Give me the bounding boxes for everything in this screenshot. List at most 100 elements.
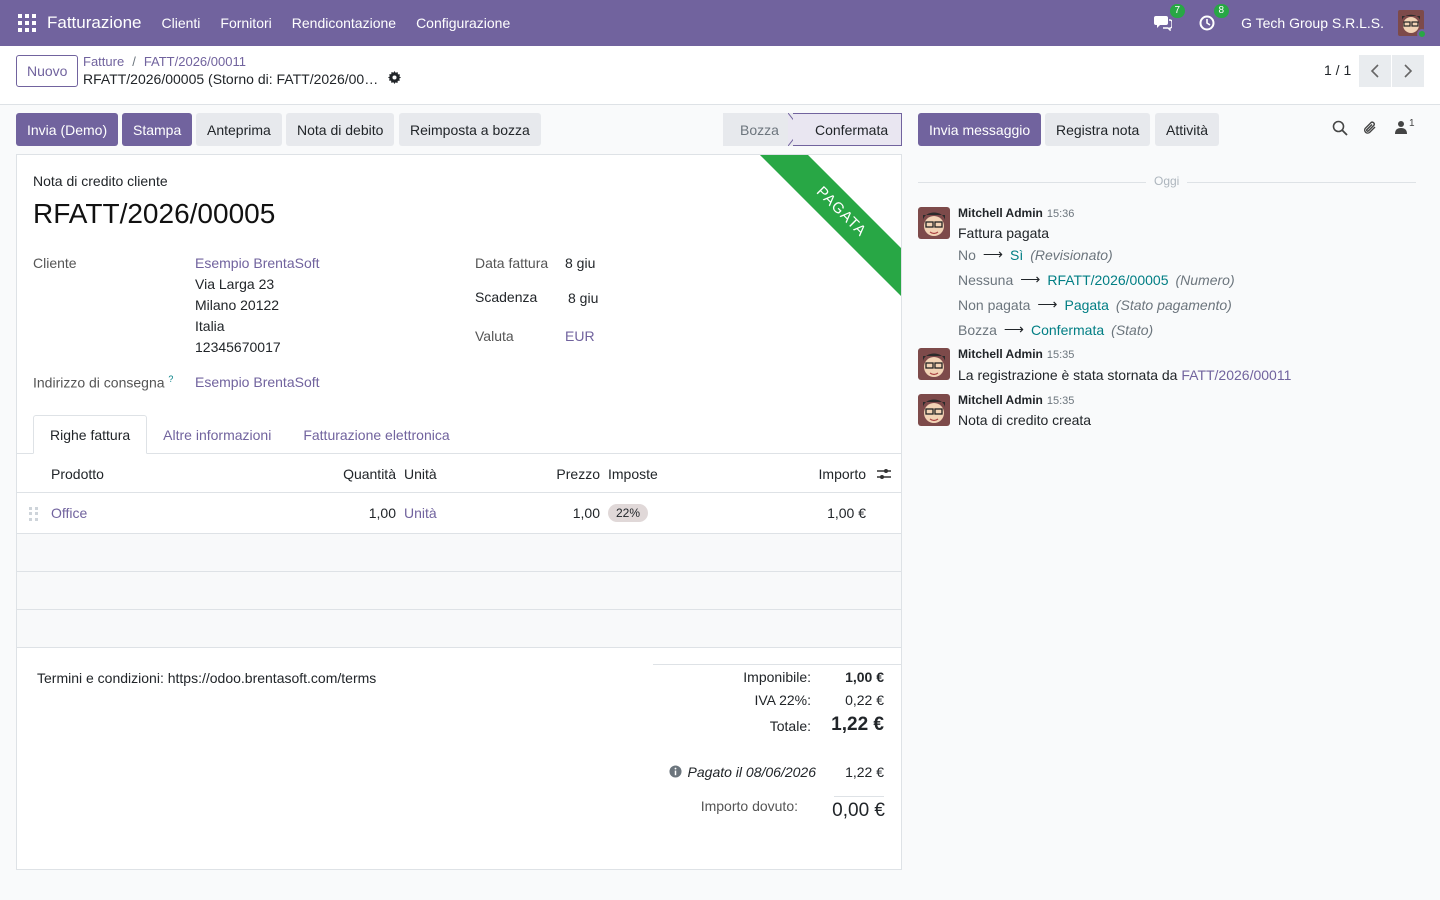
due-date-field[interactable]: 8 giu [568,290,599,306]
message-author[interactable]: Mitchell Admin 15:36 [958,206,1074,220]
author-name[interactable]: Mitchell Admin [958,393,1043,407]
tracking-value: No ⟶ Sì (Revisionato) [958,246,1113,263]
menu-item-clienti[interactable]: Clienti [161,15,201,31]
messages-icon[interactable]: 7 [1153,4,1186,33]
print-button[interactable]: Stampa [122,113,193,146]
line-product[interactable]: Office [51,505,88,521]
tracking-value: Non pagata ⟶ Pagata (Stato pagamento) [958,296,1232,313]
pager-value[interactable]: 1 / 1 [1324,62,1352,78]
tracking-old: Nessuna [958,271,1014,288]
reversed-invoice-link[interactable]: FATT/2026/00011 [1181,367,1292,383]
tabs-divider [17,453,901,454]
breadcrumb-invoices[interactable]: Fatture [83,54,125,69]
arrow-right-icon: ⟶ [1003,321,1024,337]
line-price[interactable]: 1,00 [572,505,600,521]
tracking-old: Non pagata [958,296,1031,313]
untaxed-label: Imponibile: [743,669,811,685]
message-time: 15:36 [1046,208,1075,220]
invoice-date-label: Data fattura [475,255,549,271]
amount-due-label: Importo dovuto: [700,798,798,814]
breadcrumb-source-invoice[interactable]: FATT/2026/00011 [143,54,246,69]
message-body: La registrazione è stata stornata da FAT… [958,367,1291,383]
systray: 7 8 G Tech Group S.R.L.S. [1153,0,1440,46]
pager-previous-button[interactable] [1359,55,1391,87]
info-icon[interactable] [669,765,682,781]
apps-grid-icon[interactable] [18,14,36,32]
optional-columns-toggle-icon[interactable] [877,467,891,484]
tracking-new: Pagata [1064,296,1109,313]
author-name[interactable]: Mitchell Admin [958,347,1043,361]
paid-ribbon: PAGATA [751,155,901,302]
amount-due-value: 0,00 € [832,800,885,821]
document-number: RFATT/2026/00005 [33,198,276,229]
tracking-old: Bozza [958,321,997,338]
menu-item-rendicontazione[interactable]: Rendicontazione [291,15,397,31]
currency-link[interactable]: EUR [565,328,595,344]
tracking-field: (Numero) [1175,271,1235,288]
activities-clock-icon[interactable]: 8 [1197,4,1230,33]
tracking-new: RFATT/2026/00005 [1047,271,1169,288]
column-unit[interactable]: Unità [404,466,437,482]
column-product[interactable]: Prodotto [51,466,104,482]
send-button[interactable]: Invia (Demo) [16,113,119,146]
address-line: Milano 20122 [195,297,280,313]
terms-and-conditions[interactable]: Termini e condizioni: https://odoo.brent… [37,670,377,686]
activities-button[interactable]: Attività [1155,113,1220,146]
line-amount: 1,00 € [827,505,866,521]
tab-invoice-lines[interactable]: Righe fattura [33,415,148,454]
company-switcher[interactable]: G Tech Group S.R.L.S. [1241,15,1384,31]
online-status-icon [1417,29,1427,39]
tracking-value: Bozza ⟶ Confermata (Stato) [958,321,1153,338]
empty-row[interactable] [17,572,901,610]
chevron-left-icon [1370,64,1379,78]
column-taxes[interactable]: Imposte [608,466,658,482]
line-unit[interactable]: Unità [404,505,437,521]
tax-badge[interactable]: 22% [608,504,649,522]
followers-icon[interactable] [1395,120,1407,137]
new-button[interactable]: Nuovo [16,55,79,87]
tab-other-info[interactable]: Altre informazioni [163,426,272,443]
menu-item-fornitori[interactable]: Fornitori [220,15,272,31]
preview-button[interactable]: Anteprima [196,113,282,146]
drag-handle-icon[interactable] [29,507,38,521]
author-name[interactable]: Mitchell Admin [958,206,1043,220]
tracking-field: (Stato) [1111,321,1154,338]
app-name[interactable]: Fatturazione [47,13,142,32]
author-avatar[interactable] [918,348,950,380]
menu-item-configurazione[interactable]: Configurazione [416,15,511,31]
breadcrumb: Fatture / FATT/2026/00011 [83,54,246,69]
paperclip-icon[interactable] [1362,120,1378,139]
author-avatar[interactable] [918,394,950,426]
due-date-label: Scadenza [475,289,538,305]
gear-icon[interactable] [388,71,401,87]
debit-note-button[interactable]: Nota di debito [286,113,395,146]
line-quantity[interactable]: 1,00 [368,505,396,521]
pager-next-button[interactable] [1392,55,1424,87]
notebook-tabs: Righe fattura Altre informazioni Fattura… [33,415,466,454]
tab-e-invoicing[interactable]: Fatturazione elettronica [303,426,450,443]
reset-to-draft-button[interactable]: Reimposta a bozza [399,113,541,146]
stage-confirmed[interactable]: Confermata [793,113,902,146]
log-note-button[interactable]: Registra nota [1045,113,1151,146]
user-avatar[interactable] [1398,10,1427,39]
message-author[interactable]: Mitchell Admin 15:35 [958,347,1074,361]
breadcrumb-separator: / [132,54,136,69]
table-row[interactable]: Office 1,00 Unità 1,00 22% 1,00 € [17,494,901,534]
column-price[interactable]: Prezzo [556,466,600,482]
empty-row[interactable] [17,610,901,648]
record-title: RFATT/2026/00005 (Storno di: FATT/2026/0… [83,71,383,87]
message-author[interactable]: Mitchell Admin 15:35 [958,393,1074,407]
author-avatar[interactable] [918,207,950,239]
delivery-address-link[interactable]: Esempio BrentaSoft [195,374,320,390]
invoice-date-field[interactable]: 8 giu [565,255,596,271]
paid-amount: 1,22 € [845,764,884,780]
column-quantity[interactable]: Quantità [343,466,396,482]
send-message-button[interactable]: Invia messaggio [918,113,1042,146]
help-icon[interactable]: ? [168,374,174,384]
customer-link[interactable]: Esempio BrentaSoft [195,255,320,271]
search-icon[interactable] [1332,120,1348,139]
stage-draft[interactable]: Bozza [723,113,793,146]
activities-count-badge: 8 [1213,4,1230,18]
empty-row[interactable] [17,534,901,572]
column-amount[interactable]: Importo [818,466,866,482]
